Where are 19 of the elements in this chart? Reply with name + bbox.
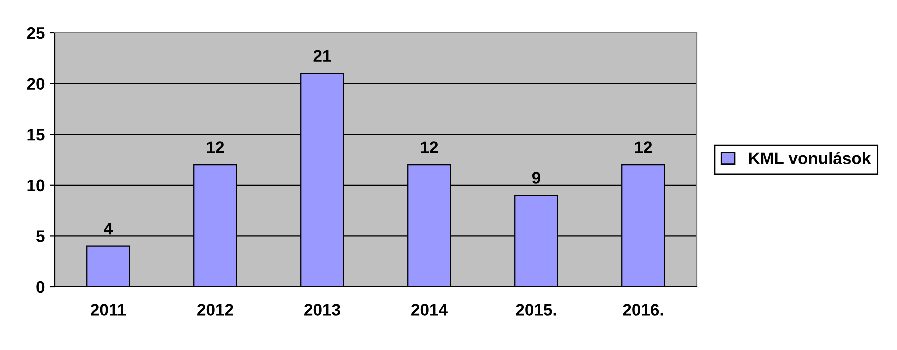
x-tick-label: 2013 [304, 304, 340, 316]
x-tick-label: 2014 [412, 304, 448, 316]
data-label: 12 [207, 142, 224, 154]
data-label: 4 [104, 223, 114, 235]
y-tick-label: 10 [28, 180, 45, 192]
x-tick-label: 2015. [516, 304, 556, 316]
data-label: 12 [421, 142, 438, 154]
data-label: 21 [314, 50, 332, 62]
y-tick-label: 15 [28, 129, 45, 141]
data-label: 9 [532, 172, 541, 184]
legend-label: KML vonulások [749, 152, 872, 164]
x-tick-label: 2016. [623, 304, 664, 316]
y-tick-label: 20 [27, 78, 45, 90]
y-tick-label: 25 [27, 27, 45, 40]
x-tick-label: 2012 [198, 304, 234, 316]
x-tick-label: 2011 [91, 304, 126, 316]
y-tick-label: 0 [36, 281, 45, 294]
data-label: 12 [635, 142, 652, 154]
y-tick-label: 5 [36, 230, 45, 242]
